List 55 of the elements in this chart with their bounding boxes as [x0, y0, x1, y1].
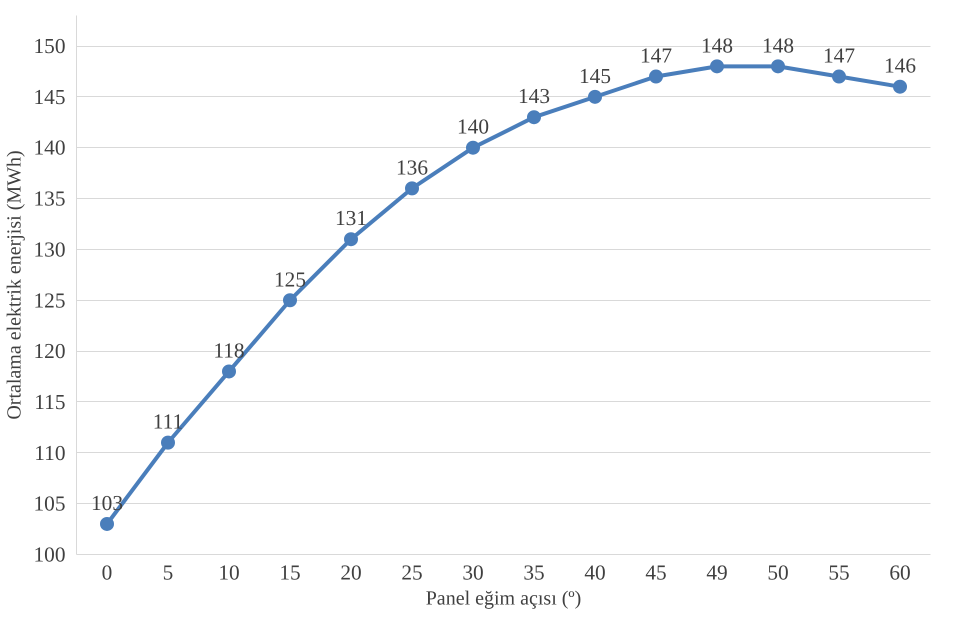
point: [649, 70, 663, 84]
data-label: 143: [518, 84, 550, 108]
x-tick-label: 10: [218, 560, 240, 584]
data-label: 145: [579, 64, 612, 88]
y-tick-label: 130: [34, 237, 66, 262]
point: [283, 293, 297, 308]
x-tick-label: 25: [401, 560, 423, 584]
data-label: 131: [335, 206, 368, 230]
y-tick-label: 105: [34, 492, 66, 516]
data-label: 118: [213, 338, 245, 362]
y-tick-label: 100: [34, 542, 66, 566]
y-tick-label: 115: [34, 390, 66, 414]
x-axis-title: Panel eğim açısı (º): [426, 588, 582, 610]
point: [527, 110, 541, 124]
data-label: 147: [823, 44, 856, 68]
x-tick-label: 60: [889, 560, 911, 584]
point: [771, 59, 785, 74]
point: [344, 232, 358, 246]
x-tick-label: 40: [584, 560, 606, 584]
x-tick-label: 45: [645, 560, 667, 584]
y-tick-label: 135: [34, 186, 66, 211]
point: [405, 181, 419, 196]
x-tick-label: 35: [523, 560, 545, 584]
data-label: 147: [640, 44, 672, 68]
y-tick-label: 150: [34, 34, 66, 58]
data-label: 140: [457, 114, 490, 139]
y-axis-title: Ortalama elektrik enerjisi (MWh): [4, 150, 26, 420]
x-tick-label: 20: [340, 560, 362, 584]
data-label: 136: [396, 155, 428, 180]
data-label: 103: [91, 490, 124, 515]
x-tick-label: 50: [767, 560, 789, 584]
data-label: 146: [884, 54, 916, 78]
point: [100, 517, 114, 531]
point: [832, 70, 846, 84]
data-label: 111: [152, 410, 184, 434]
x-tick-label: 5: [162, 560, 174, 584]
x-tick-label: 30: [462, 560, 484, 584]
point: [588, 90, 602, 104]
y-tick-label: 120: [34, 339, 66, 364]
x-tick-label: 55: [828, 560, 850, 584]
y-tick-label: 125: [34, 288, 66, 312]
x-tick-label: 0: [102, 560, 112, 584]
x-tick-label: 15: [279, 560, 301, 584]
y-tick-label: 140: [34, 136, 66, 160]
y-tick-label: 145: [34, 84, 66, 109]
point: [893, 80, 907, 94]
point: [161, 436, 175, 450]
point: [222, 364, 236, 378]
data-label: 148: [762, 33, 794, 58]
y-tick-label: 110: [34, 440, 66, 465]
point: [466, 140, 480, 155]
x-tick-label: 49: [706, 560, 728, 584]
point: [710, 59, 724, 74]
data-label: 125: [274, 267, 306, 292]
data-label: 148: [701, 33, 734, 58]
